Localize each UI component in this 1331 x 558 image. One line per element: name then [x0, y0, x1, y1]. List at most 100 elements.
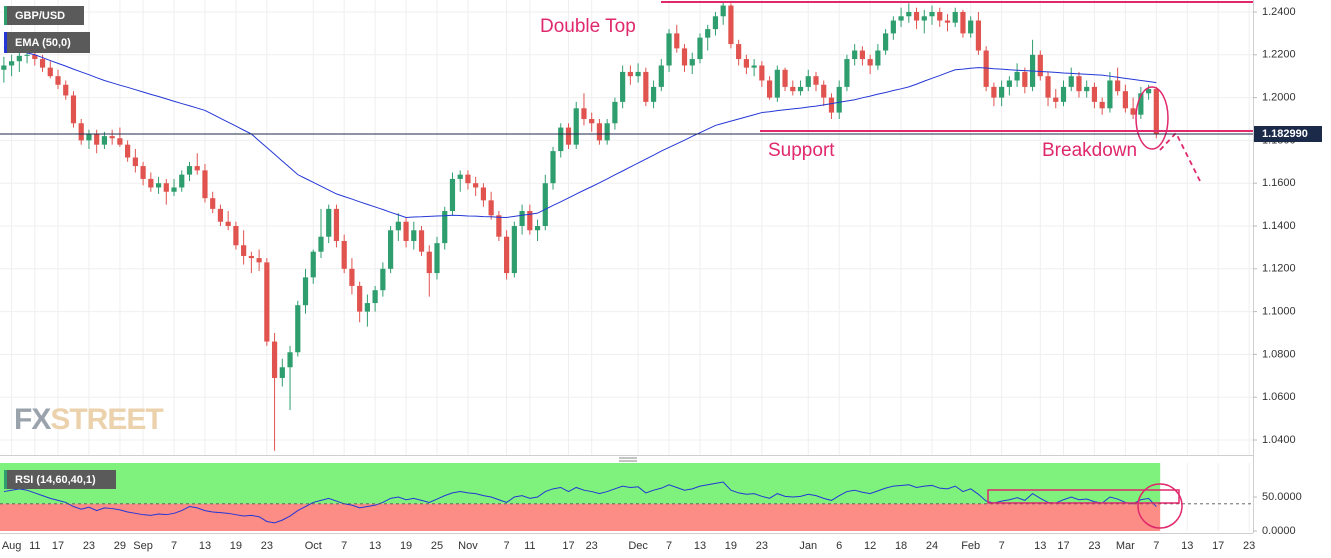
x-tick-label: 13: [1181, 540, 1193, 552]
candle-body: [418, 230, 425, 252]
x-tick-label: 7: [1153, 540, 1159, 552]
candle-body: [78, 123, 84, 141]
ema-line: [3, 46, 1157, 218]
candle-body: [504, 236, 510, 274]
candle-body: [604, 123, 610, 141]
candle-body: [1037, 54, 1043, 77]
x-tick-label: 29: [114, 540, 126, 552]
candle-body: [929, 11, 935, 17]
candle-body: [1153, 89, 1159, 134]
x-tick-label: Dec: [628, 540, 648, 552]
y-tick-label: 1.1200: [1262, 263, 1296, 275]
candle-body: [1060, 86, 1067, 102]
candle-body: [233, 226, 239, 246]
y-tick-label: 1.1000: [1262, 306, 1296, 318]
candle-body: [921, 16, 927, 21]
candle-body: [1084, 86, 1090, 92]
x-tick-label: 23: [756, 540, 768, 552]
zone-lower: [0, 503, 1161, 531]
candle-body: [681, 48, 688, 66]
rsi-line: [3, 481, 1157, 524]
candle-body: [705, 29, 711, 38]
candle-body: [32, 54, 38, 60]
x-tick-label: 19: [230, 540, 242, 552]
candle-body: [39, 59, 46, 68]
candle-body: [999, 86, 1005, 98]
x-tick-label: 7: [999, 540, 1005, 552]
x-tick-label: Sep: [133, 540, 153, 552]
candle-body: [496, 215, 502, 237]
candle-body: [1006, 80, 1012, 87]
candle-body: [155, 183, 162, 188]
candle-body: [1115, 80, 1121, 92]
candle-body: [805, 76, 811, 87]
candle-body: [179, 174, 185, 188]
candle-body: [821, 84, 827, 98]
candle-body: [473, 183, 479, 188]
candle-body: [975, 20, 982, 51]
candle-body: [944, 20, 951, 23]
x-tick-label: 13: [1034, 540, 1046, 552]
candle-body: [449, 178, 456, 212]
candle-body: [867, 59, 873, 66]
rsi-highlight-circle: [1137, 483, 1183, 529]
x-tick-label: 17: [1212, 540, 1224, 552]
candle-body: [241, 245, 247, 256]
candle-body: [271, 341, 278, 378]
logo: FXSTREET: [14, 403, 163, 436]
candle-body: [736, 44, 742, 60]
y-tick-label: 1.2400: [1262, 6, 1296, 18]
candle-body: [1099, 101, 1105, 109]
candle-body: [101, 136, 108, 145]
candle-body: [63, 84, 69, 96]
candle-body: [1068, 76, 1074, 87]
candle-body: [937, 11, 943, 21]
candle-body: [248, 255, 254, 259]
candle-body: [434, 243, 440, 274]
candle-body: [906, 11, 912, 17]
candle-body: [186, 166, 193, 175]
candle-body: [782, 69, 788, 87]
candle-body: [279, 367, 285, 378]
y-tick-label: 1.0800: [1262, 348, 1296, 360]
candle-body: [759, 65, 765, 81]
y-tick-label: 1.2000: [1262, 91, 1296, 103]
candle-body: [983, 50, 989, 87]
candle-body: [627, 71, 633, 77]
badge-accent: [4, 6, 7, 25]
candle-body: [712, 16, 719, 30]
candle-body: [1076, 76, 1082, 92]
candle-body: [674, 33, 680, 49]
x-tick-label: 23: [83, 540, 95, 552]
x-tick-label: 17: [1057, 540, 1069, 552]
candle-body: [411, 230, 417, 241]
candle-body: [163, 183, 169, 192]
x-tick-label: 23: [1088, 540, 1100, 552]
candle-body: [643, 71, 649, 102]
x-tick-label: 17: [562, 540, 574, 552]
candle-body: [256, 258, 262, 263]
candle-body: [666, 33, 672, 66]
x-tick-label: Jan: [799, 540, 817, 552]
candle-body: [488, 200, 494, 216]
ema-badge: [4, 32, 90, 53]
candle-body: [310, 251, 316, 278]
candle-body: [790, 86, 796, 92]
candle-body: [1091, 86, 1098, 102]
marks-layer: [1, 2, 1159, 524]
candle-body: [442, 211, 448, 244]
candle-body: [635, 71, 641, 77]
candle-body: [125, 144, 131, 158]
x-tick-label: 13: [369, 540, 381, 552]
candle-body: [650, 86, 657, 102]
candle-body: [264, 262, 270, 342]
candle-body: [109, 136, 115, 139]
candle-body: [117, 138, 123, 145]
candle-body: [1022, 71, 1028, 87]
x-tick-label: 24: [926, 540, 938, 552]
y-tick-label: 50.0000: [1262, 491, 1302, 503]
candle-body: [852, 50, 858, 60]
candle-body: [960, 11, 966, 34]
candle-body: [403, 221, 409, 241]
candle-body: [743, 59, 749, 68]
